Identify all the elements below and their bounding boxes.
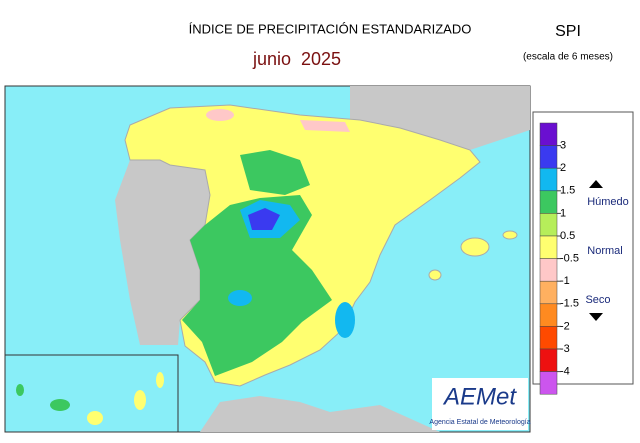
island: [87, 411, 103, 425]
legend-tick-label: 2: [560, 162, 566, 174]
logo: AEMet: [442, 383, 517, 410]
legend-tick-label: 1.5: [560, 185, 575, 197]
france: [350, 86, 530, 150]
extreme-wet-area: [248, 208, 280, 230]
legend-swatch: [539, 280, 558, 305]
legend-swatch: [539, 348, 558, 372]
normal-label: Normal: [587, 245, 622, 257]
legend-tick-label: -3: [560, 343, 570, 355]
wet-area: [240, 150, 310, 195]
title: ÍNDICE DE PRECIPITACIÓN ESTANDARIZADO: [189, 21, 472, 36]
portugal: [115, 160, 210, 345]
legend-tick-label: -0.5: [560, 253, 579, 265]
wet-area: [182, 195, 332, 376]
legend-swatch: [539, 167, 558, 192]
legend-tick-label: -1: [560, 275, 570, 287]
date: junio 2025: [252, 49, 341, 69]
legend-swatch: [539, 258, 558, 282]
legend-tick-label: -1.5: [560, 298, 579, 310]
legend-tick-label: 3: [560, 140, 566, 152]
legend-swatch: [539, 235, 558, 259]
island: [16, 384, 24, 396]
legend-swatch: [539, 190, 558, 214]
mallorca: [460, 237, 490, 257]
legend: Húmedo Normal Seco 3 2 1.5 1 0.5 -0.5 -1 -1.5 -2…: [532, 111, 634, 395]
island: [50, 399, 70, 411]
wet-area: [228, 290, 252, 306]
map: AEMet Agencia Estatal de Meteorología: [4, 85, 531, 433]
logo-subtitle: Agencia Estatal de Meteorología: [429, 419, 530, 426]
ibiza: [428, 269, 442, 281]
legend-swatch: [539, 326, 558, 350]
wet-label: Húmedo: [587, 196, 629, 208]
index-name: SPI: [555, 23, 581, 40]
legend-tick-label: -2: [560, 320, 570, 332]
legend-swatch: [539, 303, 558, 327]
legend-tick-label: -4: [560, 366, 570, 378]
wet-area: [335, 302, 355, 338]
legend-tick-label: 1: [560, 207, 566, 219]
menorca: [502, 230, 518, 240]
island: [134, 390, 146, 410]
dry-label: Seco: [585, 294, 610, 306]
island: [156, 372, 164, 388]
dry-area: [206, 109, 234, 121]
legend-swatch: [539, 371, 558, 395]
scale: (escala de 6 meses): [523, 52, 613, 63]
legend-swatch: [539, 145, 558, 169]
arrow-down: [589, 313, 603, 321]
legend-swatch: [539, 122, 558, 146]
legend-swatch: [539, 213, 558, 237]
logo-box: [432, 378, 528, 430]
africa: [200, 396, 440, 432]
arrow-up: [589, 180, 603, 188]
dry-area: [300, 120, 350, 132]
legend-tick-label: 0.5: [560, 230, 575, 242]
